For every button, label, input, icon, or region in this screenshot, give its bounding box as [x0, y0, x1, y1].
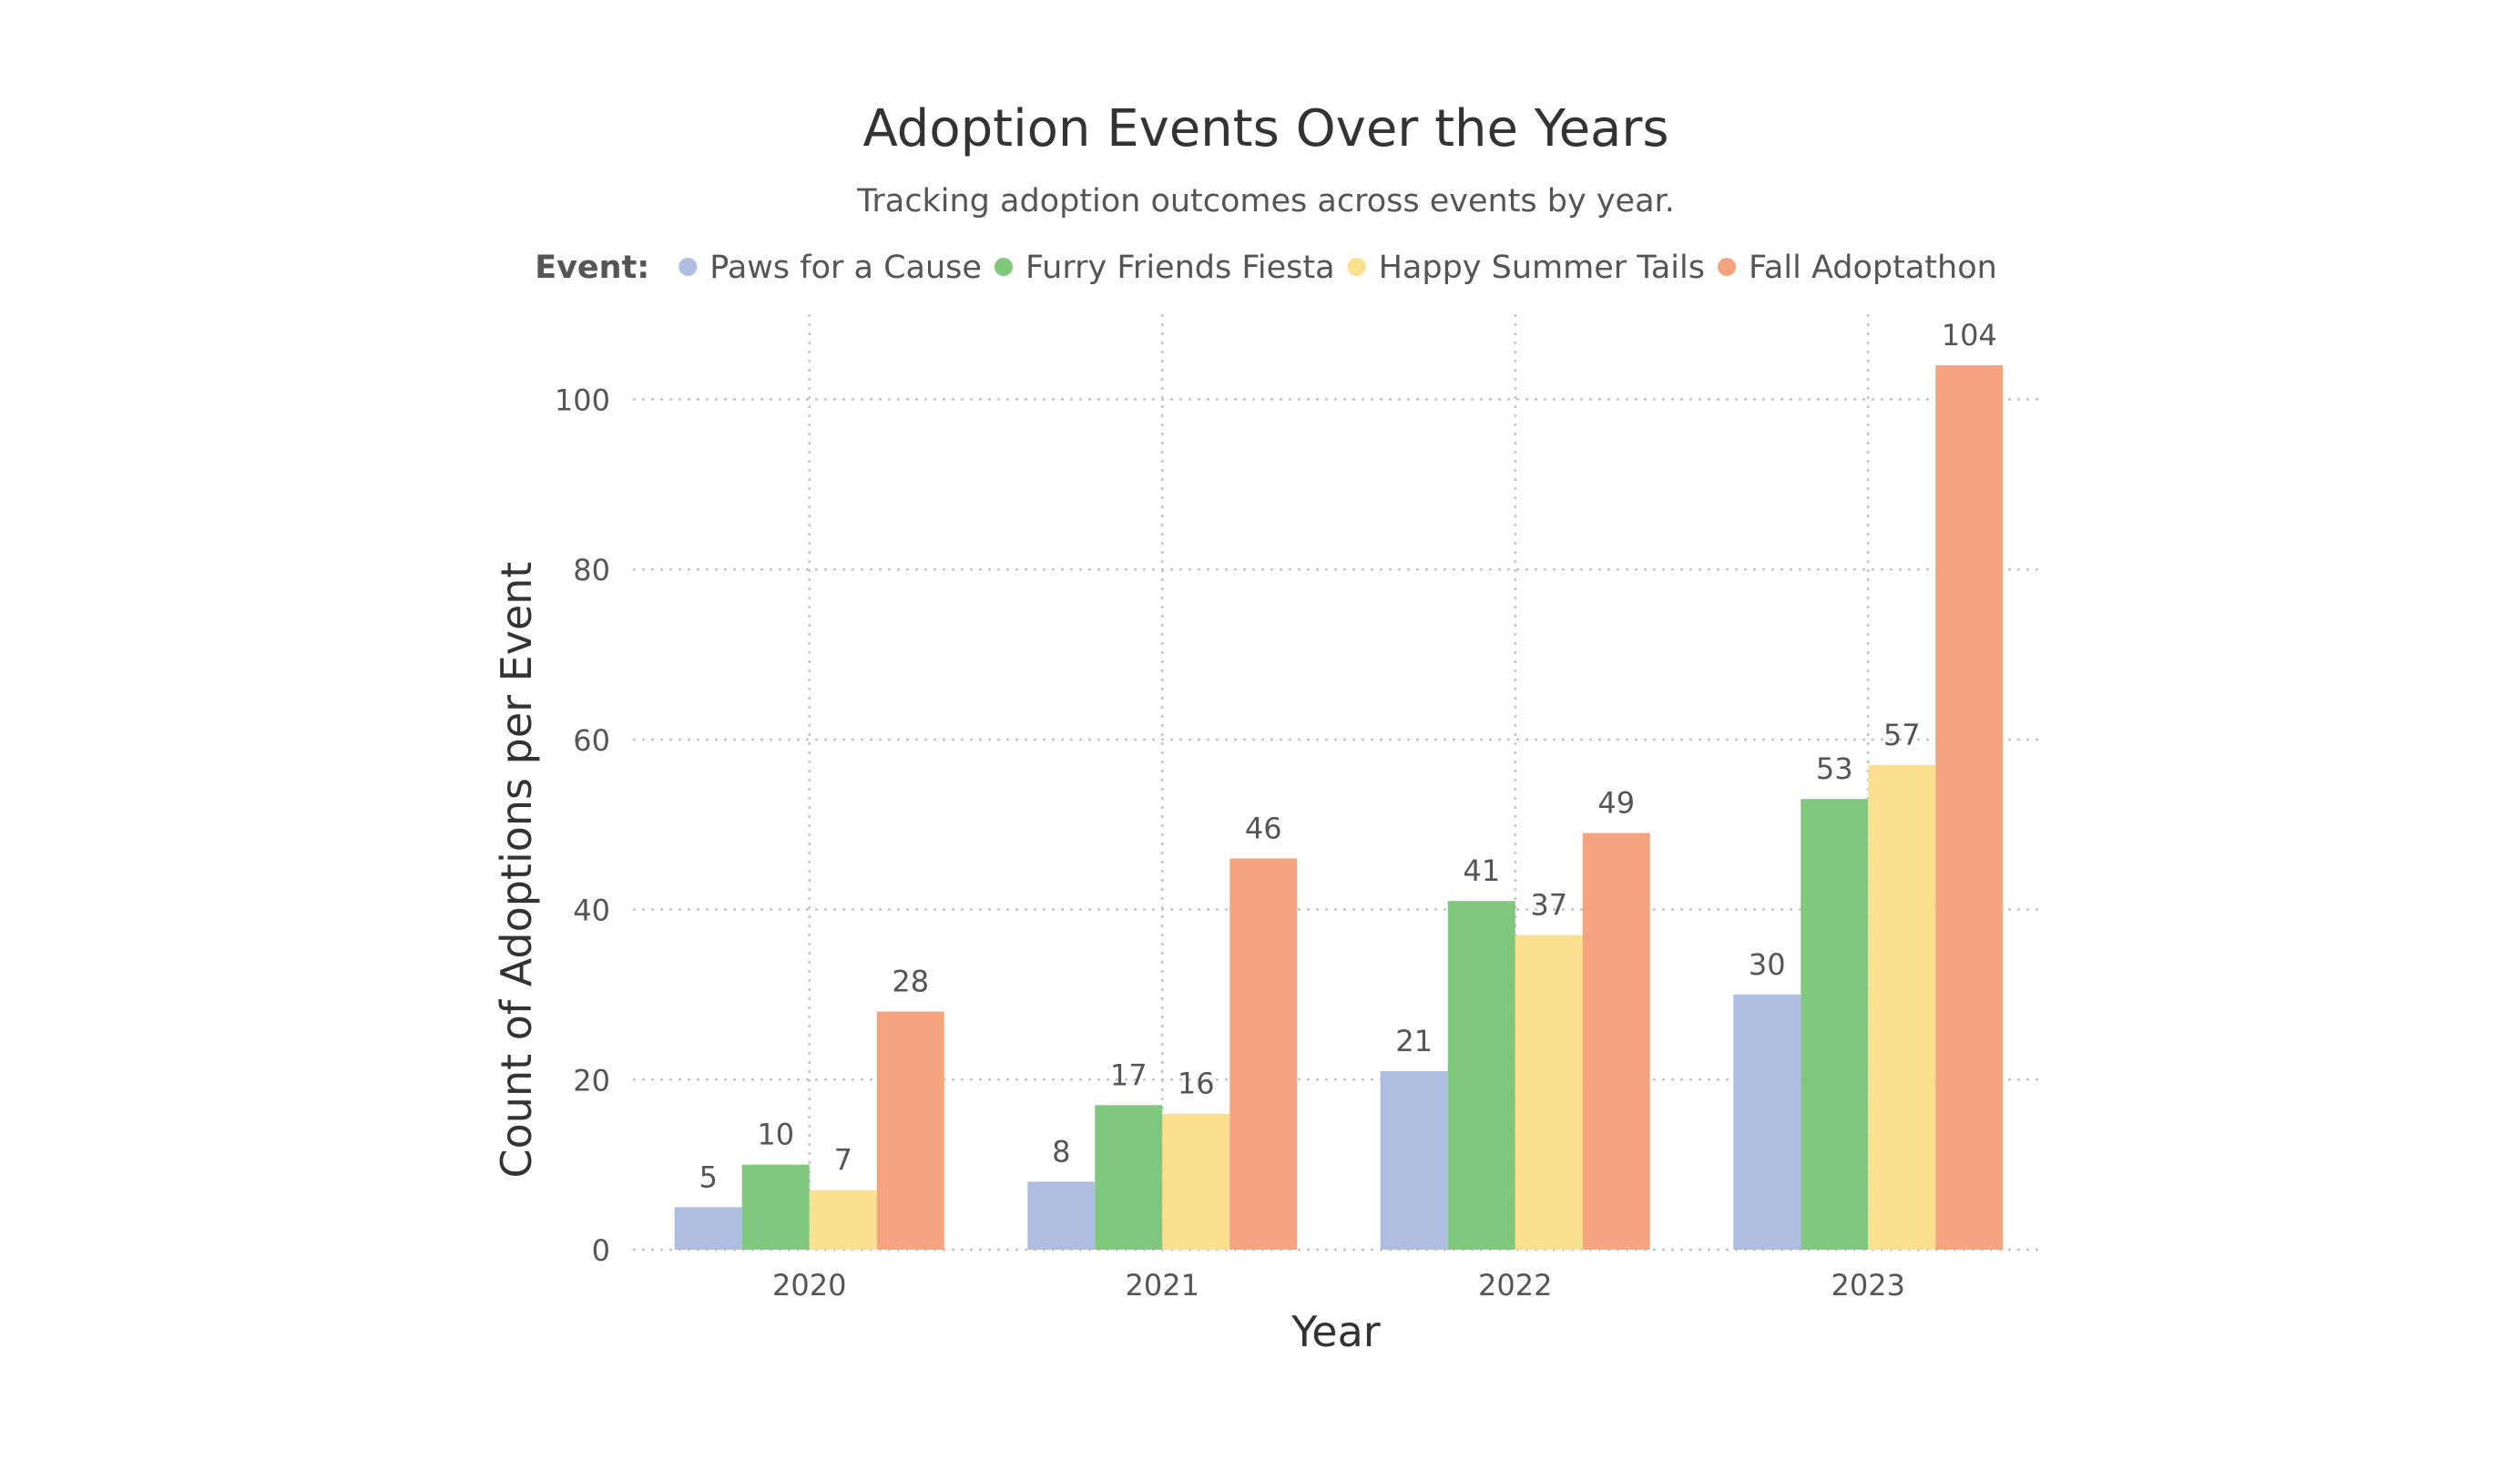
legend-label: Happy Summer Tails: [1379, 250, 1705, 286]
legend-swatch: [994, 258, 1013, 276]
bar-value-label: 46: [1245, 812, 1282, 846]
legend-label: Fall Adoptathon: [1749, 250, 1997, 286]
chart-subtitle: Tracking adoption outcomes across events…: [856, 183, 1675, 220]
legend-item: Fall Adoptathon: [1718, 250, 1997, 286]
x-tick-label: 2021: [1126, 1268, 1199, 1303]
y-axis-title: Count of Adoptions per Event: [492, 562, 541, 1179]
bar-value-label: 28: [892, 965, 929, 999]
bar: [1380, 1070, 1448, 1250]
bar-value-label: 5: [699, 1160, 718, 1194]
bar-value-label: 37: [1530, 888, 1567, 923]
legend-label: Paws for a Cause: [709, 250, 982, 286]
bar-value-label: 16: [1178, 1067, 1215, 1101]
bar: [1733, 994, 1801, 1250]
bar: [1868, 764, 1936, 1250]
bar: [876, 1011, 944, 1250]
bar-value-label: 41: [1463, 853, 1500, 888]
legend-swatch: [1347, 258, 1366, 276]
bar: [1801, 799, 1869, 1250]
legend-label: Furry Friends Fiesta: [1025, 250, 1335, 286]
legend-item: Happy Summer Tails: [1347, 250, 1705, 286]
legend-item: Paws for a Cause: [678, 250, 982, 286]
y-tick-label: 100: [555, 383, 610, 417]
bar: [674, 1207, 742, 1250]
x-tick-label: 2020: [772, 1268, 846, 1303]
x-tick-label: 2023: [1831, 1268, 1905, 1303]
legend-swatch: [678, 258, 698, 276]
legend: Event: Paws for a Cause Furry Friends Fies…: [535, 250, 1997, 286]
bar-value-label: 8: [1052, 1134, 1070, 1169]
bar: [1027, 1181, 1096, 1250]
legend-item: Furry Friends Fiesta: [994, 250, 1335, 286]
y-tick-label: 40: [573, 894, 610, 928]
bar: [1095, 1105, 1163, 1250]
x-tick-label: 2022: [1478, 1268, 1552, 1303]
bar-value-label: 21: [1395, 1024, 1433, 1058]
bar: [1447, 901, 1515, 1250]
bar: [809, 1190, 877, 1250]
bar: [1582, 833, 1650, 1250]
bar-value-label: 30: [1749, 947, 1786, 982]
chart-title: Adoption Events Over the Years: [862, 99, 1668, 158]
bar-value-label: 104: [1942, 318, 1997, 352]
bar-value-label: 17: [1110, 1057, 1148, 1092]
legend-swatch: [1718, 258, 1737, 276]
bar: [741, 1164, 810, 1250]
bar-value-label: 49: [1597, 786, 1635, 821]
y-axis: 0 20 40 60 80 100: [555, 383, 610, 1268]
bar: [1515, 935, 1583, 1250]
bar: [1229, 858, 1298, 1250]
bar-value-label: 10: [757, 1118, 794, 1152]
bars-group: 5 10 7 28 8 17 16 46 21 41 37 49 30 53 57 104: [674, 318, 2004, 1250]
bar-value-label: 57: [1883, 718, 1921, 752]
y-tick-label: 0: [592, 1233, 610, 1268]
y-tick-label: 20: [573, 1063, 610, 1098]
y-tick-label: 60: [573, 723, 610, 758]
bar: [1935, 365, 2004, 1250]
bar: [1162, 1113, 1230, 1250]
bar-value-label: 7: [834, 1143, 852, 1178]
legend-title: Event:: [535, 250, 649, 286]
bar-value-label: 53: [1816, 751, 1853, 786]
x-axis: 2020 2021 2022 2023: [772, 1268, 1905, 1303]
x-axis-title: Year: [1291, 1307, 1380, 1356]
y-tick-label: 80: [573, 553, 610, 587]
